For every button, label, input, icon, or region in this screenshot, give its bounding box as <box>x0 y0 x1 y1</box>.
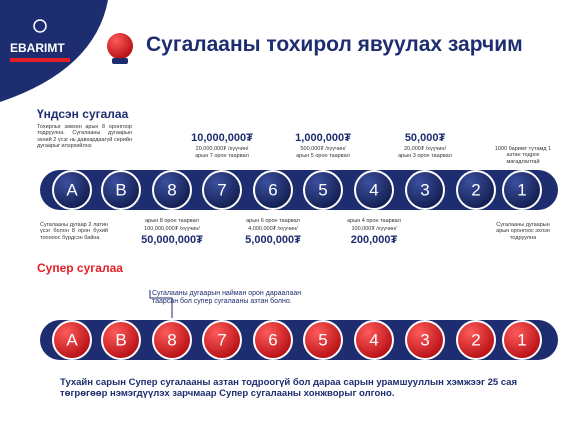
ball <box>303 320 343 360</box>
ball <box>152 170 192 210</box>
logo-stripe <box>10 58 70 62</box>
ball <box>502 170 542 210</box>
ball-label: 4 <box>369 181 378 200</box>
note: Сугалааны дугаарын найман орон дараалаан… <box>152 290 302 306</box>
footer-text: Тухайн сарын Супер сугалааны азтан тодро… <box>60 377 518 399</box>
prize: 50,000,000₮ <box>141 234 203 246</box>
title-icon <box>107 33 133 59</box>
note: Сугалааны дугаарын арын оронгоос эхлэн т… <box>496 222 550 241</box>
prize: 5,000,000₮ <box>245 234 301 246</box>
ball-label: A <box>66 331 78 350</box>
prize: 200,000₮ <box>350 234 398 246</box>
ball-label: 6 <box>268 331 277 350</box>
note: Тохирлыг зөвхөн арын 8 оронгоор тодруулн… <box>37 124 132 149</box>
prize: 50,000₮ <box>404 132 446 144</box>
ball <box>101 170 141 210</box>
ball-label: 3 <box>420 181 429 200</box>
ball-label: 8 <box>167 331 176 350</box>
ball-label: 5 <box>318 331 327 350</box>
ball <box>202 170 242 210</box>
title-icon-base <box>112 58 128 64</box>
ball <box>354 170 394 210</box>
ball <box>101 320 141 360</box>
prize: 10,000,000₮ <box>191 132 253 144</box>
prize-detail: 20,000₮ /хүүчин/ <box>404 146 446 152</box>
ball <box>253 320 293 360</box>
ball <box>303 170 343 210</box>
ball-label: 7 <box>217 181 226 200</box>
note: 1000 баримт тутамд 1 азтан тодрох магадл… <box>494 146 552 165</box>
prize-condition: арын 7 орон таарвал <box>195 153 249 159</box>
ball <box>405 320 445 360</box>
ball-label: 2 <box>471 331 480 350</box>
ball <box>456 320 496 360</box>
section-title: Супер сугалаа <box>37 261 123 275</box>
prize: 1,000,000₮ <box>295 132 351 144</box>
ball-label: 6 <box>268 181 277 200</box>
ball <box>502 320 542 360</box>
ball-label: 5 <box>318 181 327 200</box>
logo-icon <box>33 19 47 33</box>
prize-condition: арын 4 орон таарвал <box>347 218 401 224</box>
ball <box>202 320 242 360</box>
pointer-line <box>149 290 173 318</box>
ball-label: B <box>115 331 126 350</box>
prize-detail: 500,000₮ /хүүчин/ <box>300 146 346 152</box>
ball <box>456 170 496 210</box>
ball <box>253 170 293 210</box>
ball-label: 3 <box>420 331 429 350</box>
ball-label: 2 <box>471 181 480 200</box>
title: Сугалааны тохирол явуулах зарчим <box>146 33 523 56</box>
ball-label: 1 <box>517 331 526 350</box>
ball-label: 4 <box>369 331 378 350</box>
prize-condition: арын 8 орон таарвал <box>145 218 199 224</box>
note: Сугалааны дугаар 2 латин үсэг болон 8 ор… <box>40 222 108 241</box>
prize-condition: арын 5 орон таарвал <box>296 153 350 159</box>
prize-detail: 100,000,000₮ /хүүчин/ <box>144 226 200 232</box>
prize-detail: 100,000₮ /хүүчин/ <box>351 226 397 232</box>
ball-label: 1 <box>517 181 526 200</box>
ball-label: B <box>115 181 126 200</box>
prize-detail: 20,000,000₮ /хүүчин/ <box>195 146 249 152</box>
section-title: Үндсэн сугалаа <box>37 107 129 121</box>
ball-label: A <box>66 181 78 200</box>
ball <box>354 320 394 360</box>
ball <box>52 170 92 210</box>
ball <box>52 320 92 360</box>
logo-text: EBARIMT <box>10 41 65 55</box>
ball <box>405 170 445 210</box>
ball-label: 7 <box>217 331 226 350</box>
ball-label: 8 <box>167 181 176 200</box>
prize-condition: арын 6 орон таарвал <box>246 218 300 224</box>
prize-detail: 4,000,000₮ /хүүчин/ <box>248 226 298 232</box>
logo-corner <box>0 0 108 102</box>
prize-condition: арын 3 орон таарвал <box>398 153 452 159</box>
ball <box>152 320 192 360</box>
